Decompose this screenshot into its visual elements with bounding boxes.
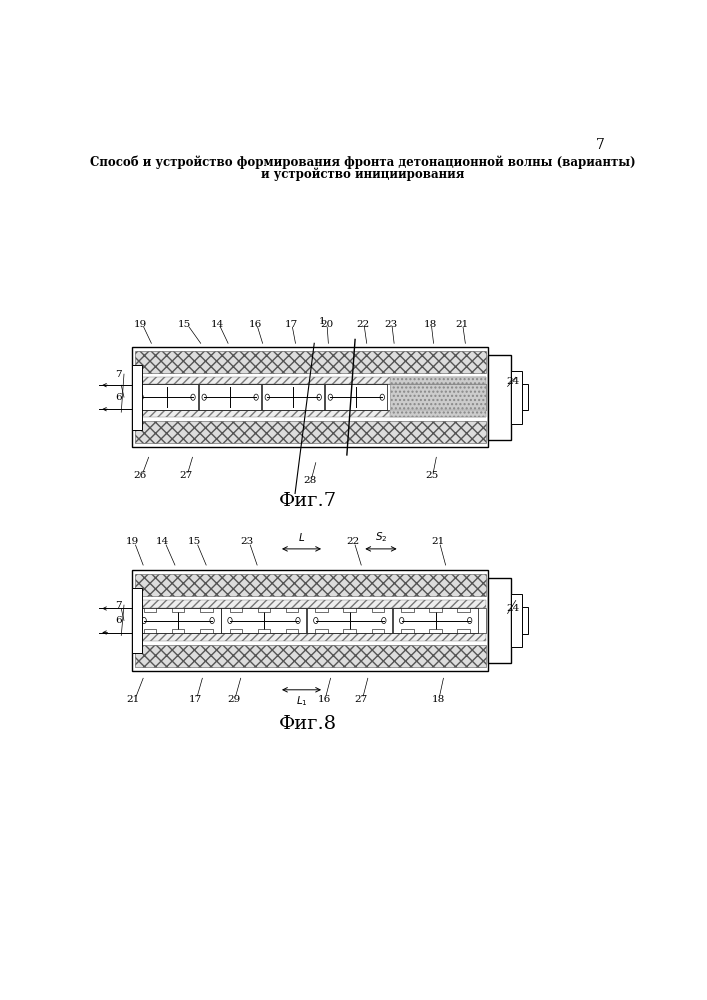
Text: 24: 24 <box>506 377 520 386</box>
Text: 16: 16 <box>249 320 262 329</box>
Bar <box>132 347 489 447</box>
Bar <box>135 645 486 667</box>
Bar <box>522 384 528 410</box>
Bar <box>135 384 486 410</box>
Bar <box>402 629 414 633</box>
Text: 21: 21 <box>455 320 469 329</box>
Bar <box>522 607 528 634</box>
Text: $L$: $L$ <box>298 531 305 543</box>
Bar <box>257 629 270 633</box>
Bar <box>315 629 328 633</box>
Bar <box>200 629 213 633</box>
Bar <box>457 608 470 612</box>
Bar <box>511 594 522 647</box>
Bar <box>511 371 522 424</box>
Bar <box>144 608 156 612</box>
Text: 25: 25 <box>426 471 438 480</box>
Text: 23: 23 <box>385 320 398 329</box>
Text: 15: 15 <box>187 537 201 546</box>
Text: 22: 22 <box>346 537 359 546</box>
Text: 1: 1 <box>319 317 326 326</box>
Bar <box>489 578 511 663</box>
Bar <box>308 608 392 633</box>
Bar <box>200 608 213 612</box>
Bar <box>136 608 221 633</box>
Bar <box>315 608 328 612</box>
Text: Способ и устройство формирования фронта детонационной волны (варианты): Способ и устройство формирования фронта … <box>90 156 635 169</box>
Bar <box>257 608 270 612</box>
Text: 20: 20 <box>320 320 333 329</box>
Bar <box>172 608 185 612</box>
Text: Фиг.8: Фиг.8 <box>279 715 337 733</box>
Bar <box>199 384 261 410</box>
Text: 14: 14 <box>156 537 169 546</box>
Bar <box>393 608 478 633</box>
Text: и устройство инициирования: и устройство инициирования <box>261 167 464 181</box>
Text: 7: 7 <box>596 138 605 152</box>
Text: 24: 24 <box>506 604 520 613</box>
Bar <box>402 608 414 612</box>
Bar <box>262 384 324 410</box>
Text: 18: 18 <box>424 320 438 329</box>
Bar <box>172 629 185 633</box>
Text: 19: 19 <box>126 537 139 546</box>
Text: 19: 19 <box>134 320 147 329</box>
Bar <box>135 377 486 384</box>
Bar <box>429 608 442 612</box>
Text: Фиг.7: Фиг.7 <box>279 492 337 510</box>
Bar <box>135 410 486 417</box>
Bar <box>132 570 489 671</box>
Bar <box>325 384 387 410</box>
Bar <box>230 629 243 633</box>
Text: 27: 27 <box>180 471 192 480</box>
Text: 6: 6 <box>115 393 122 402</box>
Bar <box>286 608 298 612</box>
Bar <box>144 629 156 633</box>
Text: 21: 21 <box>127 695 140 704</box>
Bar <box>390 410 486 417</box>
Bar <box>135 608 486 633</box>
Text: 17: 17 <box>189 695 201 704</box>
Bar <box>429 629 442 633</box>
Text: 27: 27 <box>355 695 368 704</box>
Text: 6: 6 <box>115 616 122 625</box>
Bar <box>230 608 243 612</box>
Bar <box>489 355 511 440</box>
Bar <box>132 588 142 653</box>
Bar <box>135 633 486 641</box>
Bar <box>135 351 486 373</box>
Bar <box>132 365 142 430</box>
Bar <box>135 600 486 608</box>
Bar <box>136 384 198 410</box>
Text: 17: 17 <box>284 320 298 329</box>
Text: $L_1$: $L_1$ <box>296 694 308 708</box>
Text: 28: 28 <box>304 476 317 485</box>
Text: 23: 23 <box>240 537 254 546</box>
Bar <box>286 629 298 633</box>
Text: 16: 16 <box>317 695 331 704</box>
Text: 14: 14 <box>211 320 223 329</box>
Bar <box>371 608 385 612</box>
Bar <box>221 608 306 633</box>
Bar <box>371 629 385 633</box>
Text: 7: 7 <box>115 370 122 379</box>
Text: $S_2$: $S_2$ <box>375 530 387 544</box>
Text: 22: 22 <box>357 320 370 329</box>
Bar <box>457 629 470 633</box>
Text: 26: 26 <box>134 471 147 480</box>
Bar <box>344 608 356 612</box>
Bar <box>135 574 486 596</box>
Text: 29: 29 <box>227 695 240 704</box>
Text: 15: 15 <box>177 320 191 329</box>
Bar <box>344 629 356 633</box>
Bar <box>390 377 486 384</box>
Bar <box>135 421 486 443</box>
Text: 21: 21 <box>431 537 445 546</box>
Text: 18: 18 <box>431 695 445 704</box>
Text: 7: 7 <box>115 601 122 610</box>
Bar <box>390 384 486 410</box>
